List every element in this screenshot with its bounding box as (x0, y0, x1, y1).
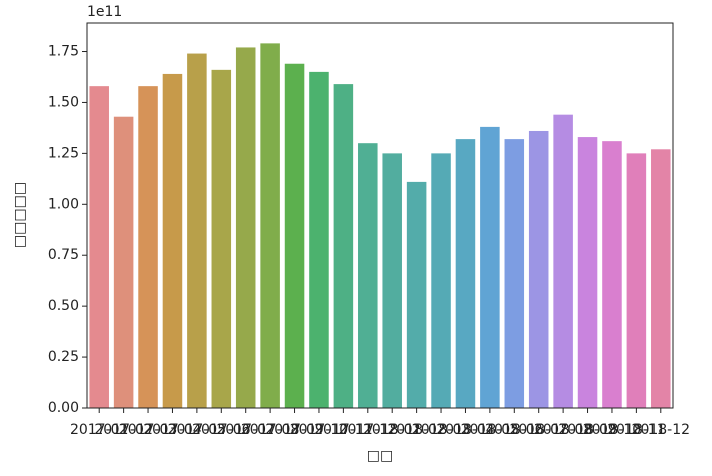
bar (187, 53, 207, 409)
x-tick-label: 2017-08 (241, 422, 300, 438)
bar (162, 73, 183, 408)
y-tick-label: 1.50 (48, 94, 79, 110)
x-tick-label: 2017-01 (70, 422, 129, 438)
bar (602, 141, 622, 409)
x-tick-label: 2018-12 (632, 422, 691, 438)
bar (504, 139, 525, 408)
x-tick-label: 2018-04 (436, 422, 495, 438)
bar (235, 47, 256, 408)
bar (260, 43, 280, 409)
x-tick-label: 2017-12 (339, 422, 398, 438)
x-tick-label: 2017-05 (168, 422, 227, 438)
x-tick-label: 2018-07 (509, 422, 568, 438)
bar (626, 153, 647, 408)
bar (455, 139, 476, 408)
x-axis-label: □□ (367, 448, 393, 464)
offset-text: 1e11 (87, 4, 122, 20)
y-tick-label: 0.00 (48, 400, 79, 416)
bar (406, 181, 427, 408)
x-tick-label: 2017-04 (143, 422, 202, 438)
x-tick-label: 2018-11 (607, 422, 666, 438)
x-tick-label: 2018-03 (412, 422, 471, 438)
bar (382, 153, 402, 408)
bar (333, 84, 354, 408)
y-tick-label: 1.00 (48, 196, 79, 212)
x-tick-label: 2018-08 (534, 422, 593, 438)
bar (553, 114, 573, 409)
bar (284, 63, 305, 408)
bar (480, 126, 500, 408)
plot-frame (86, 22, 674, 409)
bar (431, 153, 451, 408)
x-tick-label: 2017-11 (314, 422, 373, 438)
x-tick-label: 2017-06 (192, 422, 251, 438)
bar (138, 86, 158, 409)
y-tick-label: 1.75 (48, 44, 79, 60)
y-tick-label: 1.25 (48, 145, 79, 161)
bar (577, 137, 598, 408)
x-tick-label: 2018-09 (558, 422, 617, 438)
x-tick-label: 2018-10 (583, 422, 642, 438)
y-tick-label: 0.50 (48, 298, 79, 314)
y-tick-label: 0.25 (48, 349, 79, 365)
x-tick-label: 2017-09 (265, 422, 324, 438)
x-tick-label: 2017-02 (94, 422, 153, 438)
y-tick-label: 0.75 (48, 247, 79, 263)
x-tick-label: 2017-10 (290, 422, 349, 438)
bar (211, 69, 232, 408)
bar (113, 116, 134, 408)
bar (309, 71, 329, 408)
bar (89, 86, 109, 409)
y-axis-label: □□□□□ (12, 182, 28, 248)
x-tick-label: 2017-03 (119, 422, 178, 438)
bar (358, 143, 378, 408)
bar (528, 130, 549, 409)
x-tick-label: 2018-01 (363, 422, 422, 438)
x-tick-label: 2018-05 (461, 422, 520, 438)
x-tick-label: 2018-02 (387, 422, 446, 438)
bar (651, 149, 671, 408)
x-tick-label: 2018-06 (485, 422, 544, 438)
x-tick-label: 2017-07 (216, 422, 275, 438)
